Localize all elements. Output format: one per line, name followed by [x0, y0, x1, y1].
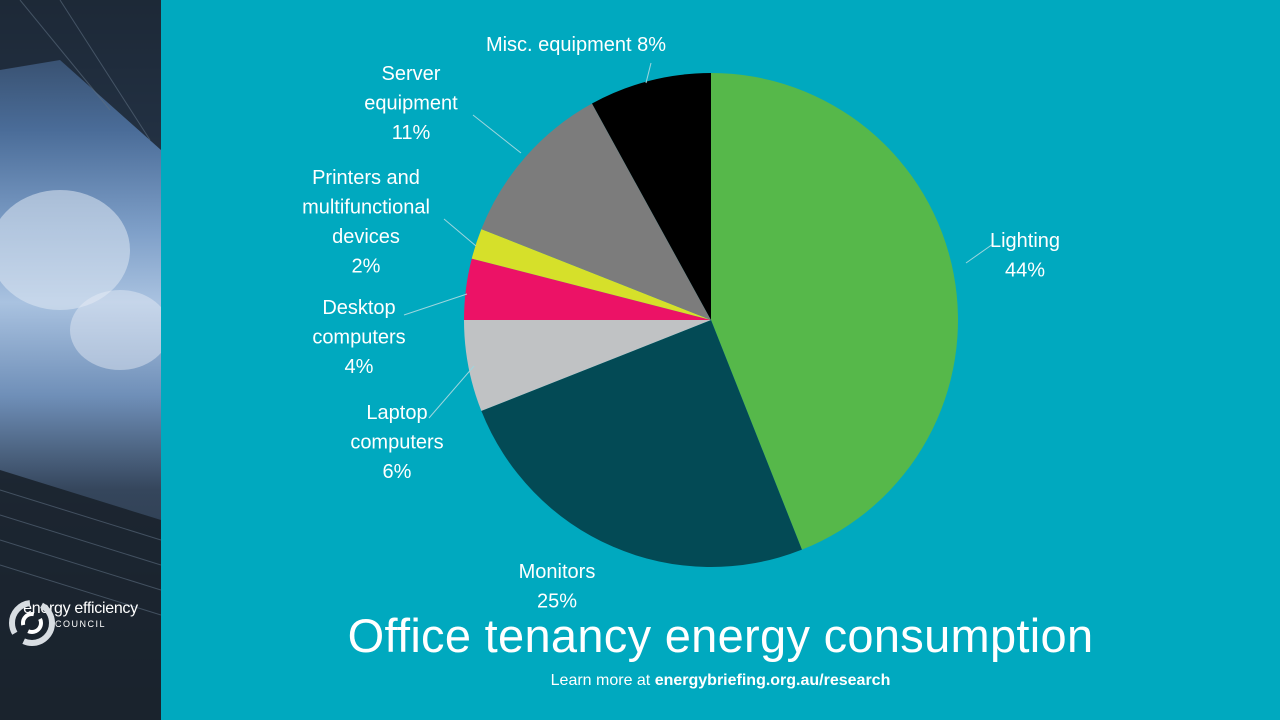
data-label-lighting: Lighting 44% [990, 230, 1060, 282]
pie-slice-monitors [481, 320, 802, 567]
pie-slice-misc-equipment [592, 73, 711, 320]
side-photo-panel: energy efficiency COUNCIL [0, 0, 161, 720]
footer-prefix: Learn more at [550, 672, 655, 689]
chart-title: Office tenancy energy consumption [347, 609, 1094, 662]
logo-subtitle: COUNCIL [54, 619, 106, 629]
pie-slice-lighting [711, 73, 958, 550]
data-label-desktop-computers: Desktop computers 4% [312, 297, 405, 378]
pie-slice-server-equipment [481, 103, 711, 320]
leader-line-printers-and-multifunctional-devices [443, 218, 477, 247]
leader-line-laptop-computers [428, 365, 475, 419]
leader-line-desktop-computers [403, 293, 468, 316]
building-photo [0, 0, 161, 720]
pie-slice-printers-and-multifunctional-devices [471, 229, 711, 320]
leader-line-server-equipment [472, 114, 522, 154]
data-label-misc-equipment: Misc. equipment 8% [486, 34, 666, 56]
leader-line-misc-equipment [645, 62, 652, 84]
pie-chart: Lighting 44% Monitors 25% Laptop computers 6% D… [302, 34, 1060, 613]
data-label-monitors: Monitors 25% [519, 561, 596, 613]
swirl-logo-icon [9, 600, 55, 646]
leader-line-lighting [965, 243, 994, 264]
footer-link[interactable]: energybriefing.org.au/research [654, 672, 891, 689]
pie-slice-desktop-computers [464, 258, 711, 320]
footer: Learn more at energybriefing.org.au/rese… [161, 672, 1280, 690]
data-label-laptop-computers: Laptop computers 6% [350, 402, 443, 483]
logo: energy efficiency COUNCIL [0, 598, 161, 646]
pie-slice-laptop-computers [464, 320, 711, 411]
data-label-server-equipment: Server equipment 11% [364, 63, 458, 144]
data-label-printers-and-multifunctional-devices: Printers and multifunctional devices 2% [302, 167, 430, 278]
